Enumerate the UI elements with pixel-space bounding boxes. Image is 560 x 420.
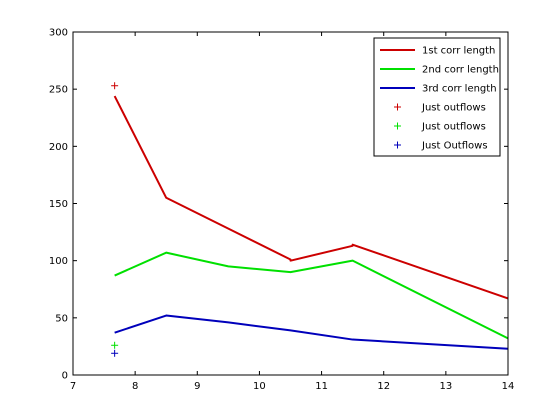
legend-box [373,37,501,157]
x-tick-label: 7 [70,381,76,392]
x-tick-label: 13 [439,381,452,392]
y-tick-label: 200 [49,142,68,153]
legend-label: 3rd corr length [422,84,497,95]
series-line-2 [114,251,509,340]
y-tick-label: 250 [49,85,68,96]
legend-item: Just outflows [394,122,486,133]
x-tick-label: 8 [132,381,138,392]
series-line-1 [113,95,509,300]
series-marker-6 [111,349,119,357]
plot-frame [72,31,509,376]
x-tick-label: 14 [502,381,515,392]
legend-label: Just outflows [421,122,486,133]
legend: 1st corr length 2nd corr length 3rd corr l… [373,37,501,157]
legend-item: 1st corr length [380,46,495,57]
series-marker-4 [111,82,119,90]
series-layer [111,82,509,357]
legend-label: 2nd corr length [422,65,499,76]
legend-marker [394,141,401,149]
y-tick-label: 0 [62,371,68,382]
x-tick-label: 10 [253,381,266,392]
legend-marker [394,122,401,130]
legend-label: Just Outflows [421,141,488,152]
legend-label: Just outflows [421,103,486,114]
legend-item: Just outflows [394,103,486,114]
series-line-3 [114,314,509,350]
y-tick-label: 50 [55,313,68,324]
x-tick-label: 9 [194,381,200,392]
y-tick-label: 150 [49,199,68,210]
legend-item: 3rd corr length [380,84,497,95]
legend-item: 2nd corr length [380,65,499,76]
x-tick-label: 12 [377,381,390,392]
series-marker-5 [111,341,119,349]
legend-marker [394,103,401,111]
y-tick-label: 100 [49,256,68,267]
legend-label: 1st corr length [422,46,495,57]
legend-item: Just Outflows [394,141,488,152]
x-tick-label: 11 [315,381,328,392]
y-tick-label: 300 [49,28,68,39]
